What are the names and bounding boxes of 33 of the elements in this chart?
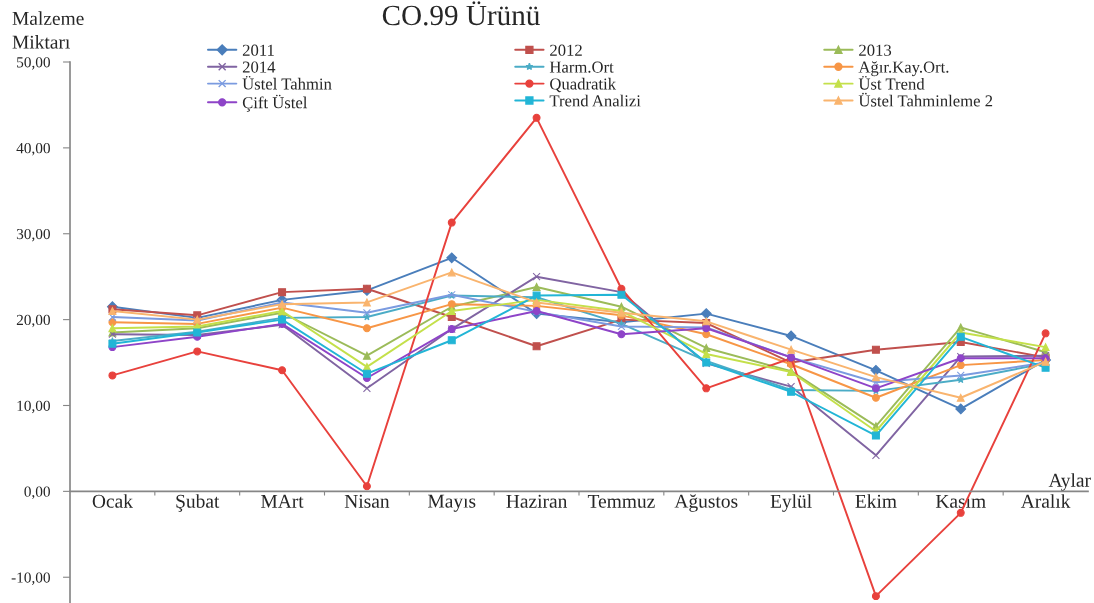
legend-label: Üstel Tahmin [242,75,332,90]
legend-label: Üstel Tahminleme 2 [858,92,993,107]
y-tick-label: 40,00 [16,143,50,156]
chart-title: CO.99 Ürünü [382,1,540,26]
x-tick-label: Ekim [855,494,897,508]
x-tick-label: Şubat [176,494,220,512]
x-tick-label: Haziran [506,494,568,508]
x-tick-label: Ağustos [674,494,738,512]
x-tick-label: MArt [261,494,304,508]
y-tick-label: 0,00 [24,486,50,500]
legend-label: Harm.Ort [549,61,614,73]
x-tick-label: Temmuz [587,494,655,508]
y-axis-title: Malzeme Miktarı [12,11,84,49]
x-tick-label: Ocak [92,494,133,508]
legend-label: Quadratik [550,77,617,93]
y-tick-label: -10,00 [11,572,50,585]
x-axis-title: Aylar [1048,473,1091,491]
legend-label: 2011 [242,44,274,56]
legend-label: 2012 [550,44,582,56]
legend-label: Üst Trend [858,75,925,90]
y-tick-label: 20,00 [16,314,50,328]
x-tick-label: Eylül [770,494,812,512]
y-tick-label: 50,00 [17,57,50,70]
y-tick-label: 10,00 [17,400,50,414]
y-tick-label: 30,00 [16,228,50,242]
legend-label: Ağır.Kay.Ort. [858,61,949,77]
x-tick-label: Aralık [1020,494,1071,508]
legend-label: 2014 [242,61,276,73]
x-tick-label: Mayıs [428,494,476,512]
legend-label: 2013 [859,44,892,56]
legend-label: Çift Üstel [242,94,308,112]
legend-label: Trend Analizi [549,94,641,107]
x-tick-label: Nisan [344,494,390,508]
